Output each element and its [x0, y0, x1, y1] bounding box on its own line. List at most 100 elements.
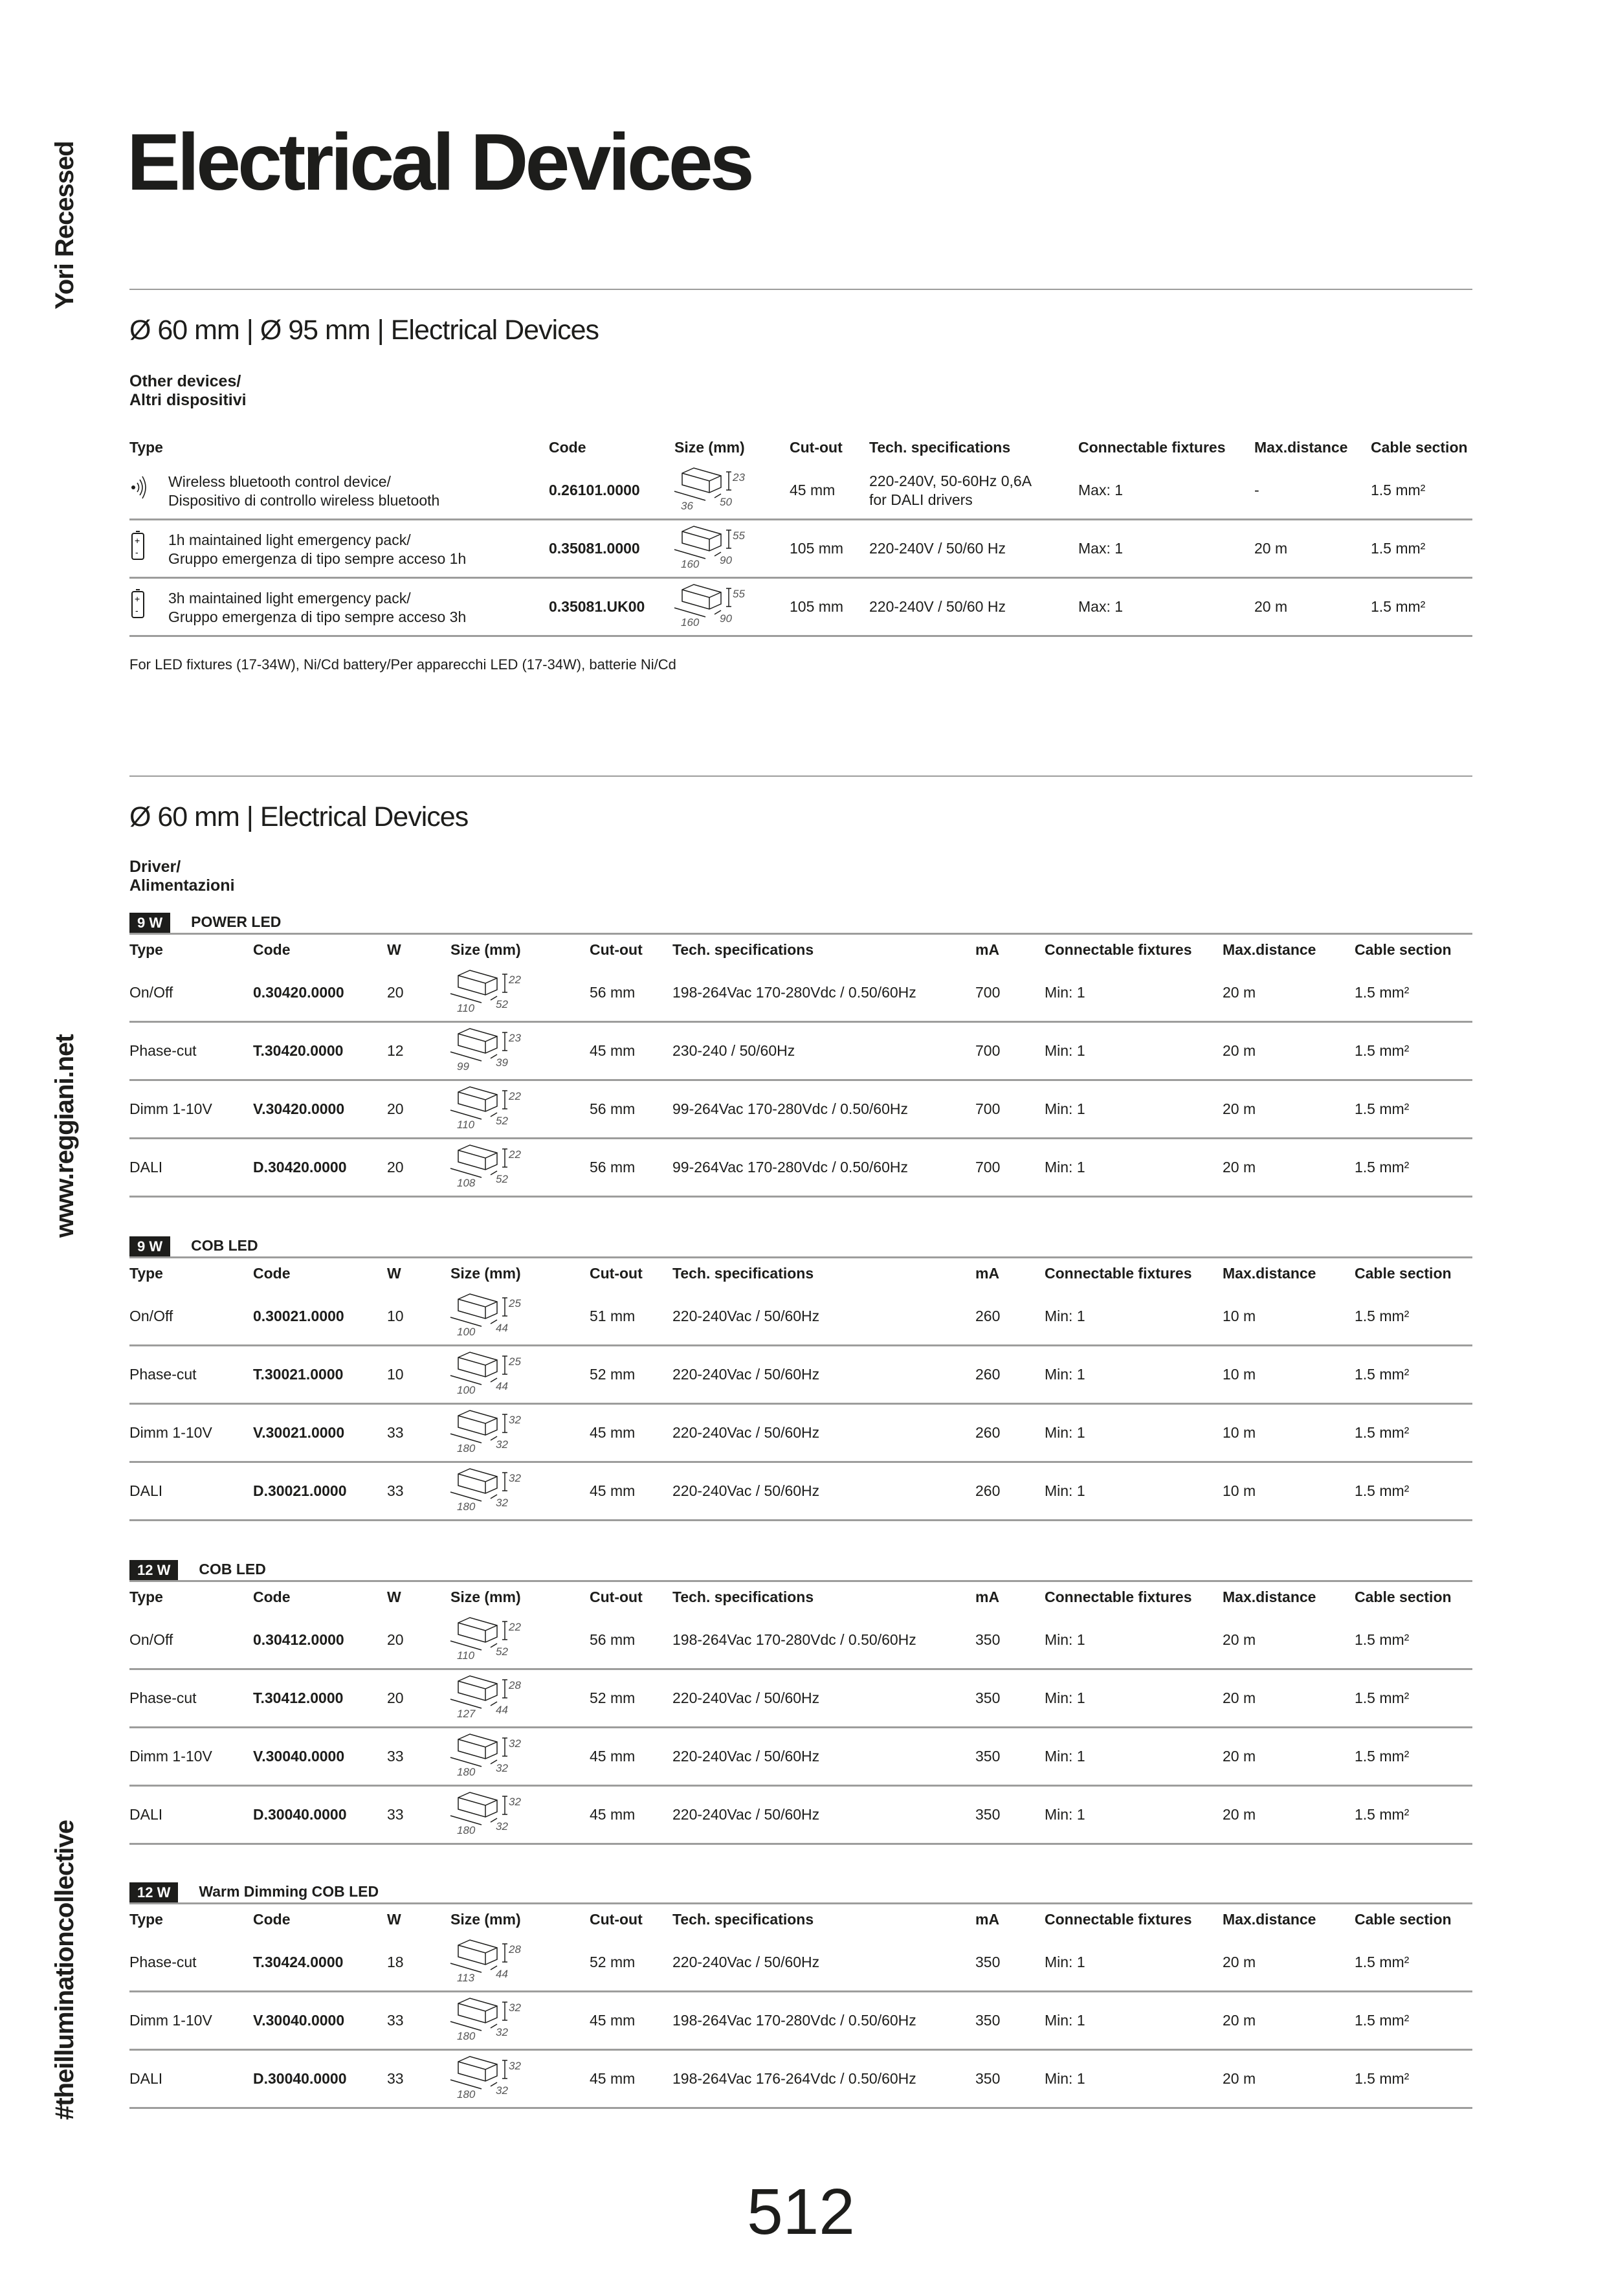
cutout-cell: 45 mm: [590, 2070, 636, 2087]
svg-text:22: 22: [508, 1090, 521, 1102]
distance-cell: 10 m: [1223, 1424, 1256, 1441]
watt-cell: 33: [387, 1806, 404, 1823]
size-cell: 32 180 32: [444, 1732, 528, 1788]
column-header-cut-out: Cut-out: [590, 1910, 643, 1928]
svg-text:55: 55: [733, 529, 745, 542]
column-header-tech-specifications: Tech. specifications: [672, 1910, 814, 1928]
table-row: DALI D.30420.0000 20 22 108 52 56 mm 99-264Vac …: [129, 1139, 1472, 1198]
ma-cell: 350: [975, 1689, 1001, 1706]
type-cell: Dimm 1-10V: [129, 1100, 212, 1117]
table-row: DALI D.30040.0000 33 32 180 32 45 mm 198-264Vac…: [129, 2051, 1472, 2109]
table-row: DALI D.30040.0000 33 32 180 32 45 mm 220-240Vac…: [129, 1787, 1472, 1845]
distance-cell: -: [1254, 482, 1259, 498]
svg-text:22: 22: [508, 1148, 521, 1161]
table-header: Type Code Size (mm) Cut-out Tech. specificat…: [129, 432, 1472, 462]
svg-text:28: 28: [508, 1943, 521, 1956]
table-row: + - 1h maintained light emergency pack/Gru…: [129, 520, 1472, 579]
box-dimension-icon: 32 180 32: [450, 1410, 521, 1455]
cutout-cell: 56 mm: [590, 1631, 636, 1648]
svg-text:39: 39: [496, 1056, 508, 1069]
cable-cell: 1.5 mm²: [1355, 1631, 1410, 1648]
svg-text:28: 28: [508, 1679, 521, 1691]
type-cell: + - 1h maintained light emergency pack/Gru…: [129, 520, 544, 577]
ma-cell: 700: [975, 1100, 1001, 1117]
type-cell: DALI: [129, 1159, 163, 1176]
type-cell: Dimm 1-10V: [129, 1424, 212, 1441]
cutout-cell: 45 mm: [590, 1042, 636, 1059]
fixtures-cell: Max: 1: [1078, 482, 1124, 498]
size-cell: 32 180 32: [444, 2054, 528, 2110]
watt-cell: 10: [387, 1308, 404, 1324]
cable-cell: 1.5 mm²: [1355, 1954, 1410, 1970]
ma-cell: 350: [975, 2070, 1001, 2087]
svg-text:32: 32: [509, 1796, 521, 1808]
cable-cell: 1.5 mm²: [1371, 482, 1426, 498]
type-cell: Dimm 1-10V: [129, 1748, 212, 1765]
column-header-tech-specifications: Tech. specifications: [672, 1588, 814, 1605]
size-cell: 28 127 44: [444, 1673, 528, 1730]
svg-text:108: 108: [457, 1177, 476, 1189]
size-cell: 22 110 52: [444, 1084, 528, 1141]
side-product-name: Yori Recessed: [50, 141, 79, 309]
svg-text:32: 32: [496, 2026, 508, 2038]
box-dimension-icon: 55 160 90: [674, 584, 745, 629]
size-cell: 23 99 39: [444, 1026, 528, 1082]
type-cell: Dimm 1-10V: [129, 2012, 212, 2029]
column-header-connectable-fixtures: Connectable fixtures: [1045, 941, 1192, 958]
cable-cell: 1.5 mm²: [1355, 2070, 1410, 2087]
tech-cell: 99-264Vac 170-280Vdc / 0.50/60Hz: [672, 1100, 908, 1117]
column-header-connectable-fixtures: Connectable fixtures: [1045, 1910, 1192, 1928]
type-cell: On/Off: [129, 1308, 173, 1324]
distance-cell: 20 m: [1223, 1631, 1256, 1648]
ma-cell: 350: [975, 2012, 1001, 2029]
tech-cell: 198-264Vac 170-280Vdc / 0.50/60Hz: [672, 984, 916, 1001]
cable-cell: 1.5 mm²: [1355, 1159, 1410, 1176]
column-header-tech-specifications: Tech. specifications: [672, 1264, 814, 1282]
cable-cell: 1.5 mm²: [1355, 1100, 1410, 1117]
cable-cell: 1.5 mm²: [1355, 1424, 1410, 1441]
column-header-type: Type: [129, 438, 163, 456]
code-cell: D.30021.0000: [253, 1482, 347, 1499]
subheading-line: Driver/: [129, 858, 181, 876]
fixtures-cell: Min: 1: [1045, 984, 1085, 1001]
svg-text:100: 100: [457, 1384, 476, 1396]
size-cell: 25 100 44: [444, 1350, 528, 1406]
watt-cell: 20: [387, 1100, 404, 1117]
ma-cell: 350: [975, 1631, 1001, 1648]
column-header-w: W: [387, 1264, 401, 1282]
distance-cell: 10 m: [1223, 1308, 1256, 1324]
column-header-w: W: [387, 941, 401, 958]
box-dimension-icon: 25 100 44: [450, 1352, 521, 1396]
ma-cell: 260: [975, 1308, 1001, 1324]
tech-line: 220-240V / 50/60 Hz: [869, 540, 1006, 557]
fixtures-cell: Min: 1: [1045, 1100, 1085, 1117]
code-cell: 0.30021.0000: [253, 1308, 344, 1324]
other-devices-table: Type Code Size (mm) Cut-out Tech. specificat…: [129, 432, 1472, 637]
column-header-max-distance: Max.distance: [1223, 1264, 1316, 1282]
cable-cell: 1.5 mm²: [1355, 1748, 1410, 1765]
table-row: Wireless bluetooth control device/Dispos…: [129, 462, 1472, 520]
tech-cell: 220-240V / 50/60 Hz: [869, 597, 1006, 616]
watt-cell: 10: [387, 1366, 404, 1383]
table-row: Dimm 1-10V V.30420.0000 20 22 110 52 56 mm 99-2…: [129, 1081, 1472, 1139]
svg-text:44: 44: [496, 1704, 508, 1716]
svg-text:100: 100: [457, 1326, 476, 1338]
svg-text:25: 25: [508, 1297, 521, 1310]
column-header-w: W: [387, 1910, 401, 1928]
watt-cell: 20: [387, 984, 404, 1001]
code-cell: T.30412.0000: [253, 1689, 344, 1706]
distance-cell: 20 m: [1223, 1100, 1256, 1117]
svg-text:160: 160: [681, 616, 700, 629]
svg-text:23: 23: [508, 1032, 521, 1044]
column-header-cable-section: Cable section: [1355, 941, 1452, 958]
code-cell: T.30021.0000: [253, 1366, 344, 1383]
cable-cell: 1.5 mm²: [1355, 1689, 1410, 1706]
tech-cell: 99-264Vac 170-280Vdc / 0.50/60Hz: [672, 1159, 908, 1176]
fixtures-cell: Max: 1: [1078, 598, 1124, 615]
watt-cell: 33: [387, 1748, 404, 1765]
wattage-badge: 12 W: [129, 1560, 179, 1580]
tech-cell: 220-240Vac / 50/60Hz: [672, 1954, 820, 1970]
fixtures-cell: Min: 1: [1045, 2012, 1085, 2029]
column-header-code: Code: [549, 438, 586, 456]
tech-cell: 198-264Vac 170-280Vdc / 0.50/60Hz: [672, 1631, 916, 1648]
